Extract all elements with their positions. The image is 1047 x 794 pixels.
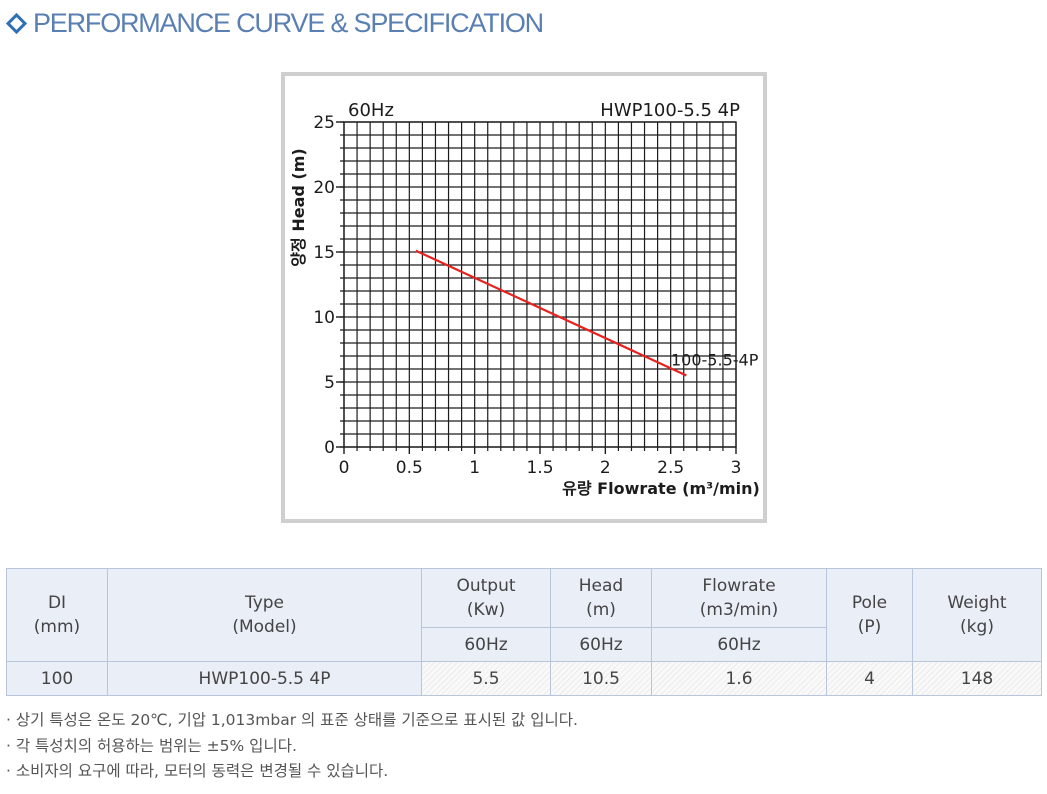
header-flowrate: Flowrate (m3/min)	[651, 568, 827, 628]
header-di: DI (mm)	[6, 568, 108, 662]
header-flowrate-freq: 60Hz	[651, 627, 827, 662]
notes: · 상기 특성은 온도 20℃, 기압 1,013mbar 의 표준 상태를 기…	[6, 708, 1041, 785]
cell-output: 5.5	[421, 661, 551, 696]
header-pole: Pole (P)	[826, 568, 913, 662]
cell-pole: 4	[826, 661, 913, 696]
cell-di: 100	[6, 661, 108, 696]
cell-weight: 148	[912, 661, 1042, 696]
x-tick-label: 2.5	[657, 458, 684, 478]
x-tick-label: 0.5	[396, 458, 423, 478]
model-label: HWP100-5.5 4P	[600, 100, 740, 121]
x-tick-label: 3	[731, 458, 742, 478]
header-weight: Weight (kg)	[912, 568, 1042, 662]
cell-flowrate: 1.6	[651, 661, 827, 696]
series-label: 100-5.5-4P	[671, 351, 759, 370]
y-tick-label: 5	[324, 373, 335, 393]
performance-chart: 0 0.5 1 1.5 2 2.5 3 0 5 10 15 20 25 60Hz HWP100-5.5 4P…	[281, 72, 767, 523]
note-item: · 각 특성치의 허용하는 범위는 ±5% 입니다.	[6, 736, 297, 755]
section-title: PERFORMANCE CURVE & SPECIFICATION	[5, 6, 544, 40]
spec-table: DI (mm) Type (Model) Output (Kw) Head (m…	[6, 568, 1042, 696]
x-tick-label: 1.5	[526, 458, 553, 478]
y-tick-label: 10	[313, 308, 335, 328]
table-row: 100 HWP100-5.5 4P 5.5 10.5 1.6 4 148	[6, 661, 1042, 696]
performance-chart-svg: 0 0.5 1 1.5 2 2.5 3 0 5 10 15 20 25 60Hz HWP100-5.5 4P…	[289, 100, 760, 498]
plot-border	[343, 121, 737, 448]
diamond-bullet-icon	[5, 12, 28, 34]
header-output-freq: 60Hz	[421, 627, 551, 662]
note-item: · 상기 특성은 온도 20℃, 기압 1,013mbar 의 표준 상태를 기…	[6, 711, 578, 729]
cell-model: HWP100-5.5 4P	[107, 661, 422, 696]
header-output: Output (Kw)	[421, 568, 551, 628]
y-tick-label: 15	[313, 243, 335, 263]
y-tick-label: 0	[324, 438, 335, 458]
y-tick-label: 25	[313, 113, 335, 133]
header-type: Type (Model)	[107, 568, 422, 662]
x-tick-label: 0	[339, 458, 350, 478]
x-tick-label: 2	[600, 458, 611, 478]
header-head-freq: 60Hz	[550, 627, 652, 662]
y-tick-label: 20	[313, 178, 335, 198]
x-axis-title: 유량 Flowrate (m³/min)	[562, 479, 760, 498]
series-line	[415, 249, 687, 377]
x-tick-label: 1	[469, 458, 480, 478]
frequency-label: 60Hz	[348, 100, 394, 121]
header-head: Head (m)	[550, 568, 652, 628]
cell-head: 10.5	[550, 661, 652, 696]
section-title-text: PERFORMANCE CURVE & SPECIFICATION	[33, 7, 544, 38]
y-axis-title: 양정 Head (m)	[289, 148, 308, 266]
note-item: · 소비자의 요구에 따라, 모터의 동력은 변경될 수 있습니다.	[6, 762, 389, 780]
